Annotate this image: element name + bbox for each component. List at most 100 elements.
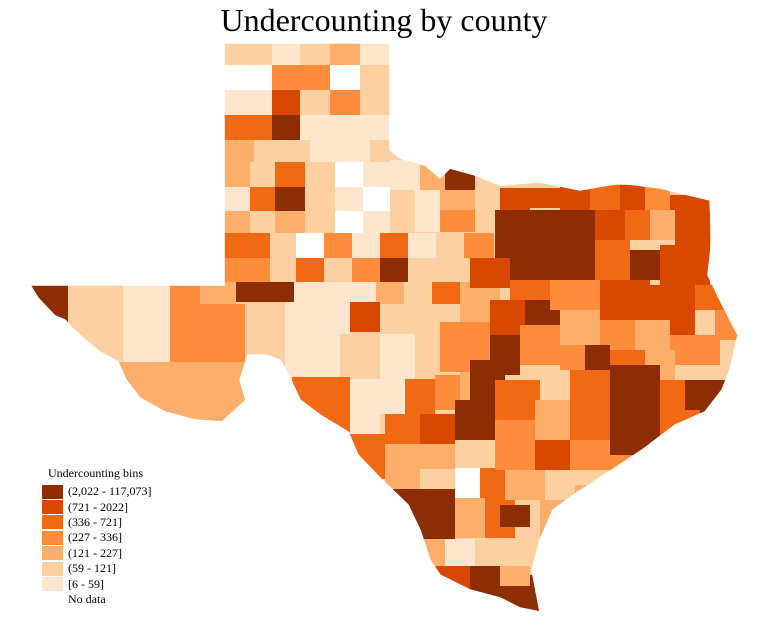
county: [300, 115, 390, 140]
county: [352, 258, 380, 282]
county: [470, 566, 500, 611]
legend-swatch: [42, 561, 63, 576]
legend-swatch: [42, 515, 63, 530]
county: [660, 380, 685, 410]
county: [436, 233, 464, 258]
county: [495, 420, 535, 470]
county: [495, 210, 595, 280]
legend-item: (721 - 2022]: [42, 499, 152, 515]
county: [520, 325, 560, 365]
county: [600, 280, 650, 320]
county: [380, 258, 408, 282]
county: [440, 210, 475, 232]
legend-label: (336 - 721]: [68, 514, 122, 529]
county: [560, 345, 585, 370]
county: [275, 211, 305, 233]
county: [350, 379, 380, 434]
map-legend: Undercounting bins (2,022 - 117,073] (721…: [42, 466, 152, 607]
legend-label: (227 - 336]: [68, 530, 122, 545]
county: [352, 233, 380, 258]
county: [505, 470, 545, 500]
county: [340, 334, 380, 379]
county: [296, 258, 324, 282]
county: [360, 43, 390, 65]
county: [675, 220, 710, 245]
county: [570, 440, 610, 470]
county: [404, 282, 432, 304]
county: [660, 245, 710, 285]
county: [224, 115, 272, 140]
county: [275, 187, 305, 211]
county: [610, 365, 660, 455]
legend-swatch: [42, 592, 63, 607]
county: [200, 304, 245, 364]
county: [300, 43, 330, 65]
county: [224, 233, 270, 258]
county: [470, 258, 510, 288]
county: [292, 377, 350, 432]
county: [635, 320, 670, 350]
county: [420, 444, 455, 469]
county: [335, 187, 363, 211]
county: [370, 140, 390, 162]
county: [570, 370, 610, 400]
county: [324, 233, 352, 258]
county: [324, 258, 352, 282]
county: [405, 379, 435, 414]
county: [590, 185, 620, 210]
county: [305, 162, 335, 187]
county: [480, 468, 505, 498]
county: [510, 280, 550, 300]
county: [385, 414, 420, 444]
legend-item: (227 - 336]: [42, 530, 152, 545]
county: [224, 162, 250, 187]
county: [500, 566, 530, 586]
county: [376, 282, 404, 304]
county: [224, 258, 270, 282]
county: [440, 190, 475, 210]
legend-swatch: [42, 500, 63, 515]
county: [363, 187, 390, 211]
county: [363, 162, 390, 187]
county: [250, 187, 275, 211]
county: [595, 240, 630, 280]
county: [330, 65, 360, 90]
county: [420, 414, 455, 444]
county: [294, 282, 340, 302]
map-title: Undercounting by county: [220, 2, 548, 38]
county: [560, 310, 600, 345]
county: [305, 211, 335, 233]
county: [330, 90, 360, 115]
county: [272, 43, 300, 65]
legend-swatch: [42, 577, 63, 592]
county: [272, 65, 330, 90]
county: [110, 362, 245, 432]
county: [300, 90, 330, 115]
county: [335, 211, 363, 233]
county: [390, 160, 420, 190]
legend-item: (2,022 - 117,073]: [42, 484, 152, 499]
county: [550, 280, 600, 310]
county: [595, 210, 625, 240]
county: [360, 65, 390, 90]
legend-label: (59 - 121]: [68, 561, 116, 576]
county: [224, 43, 272, 65]
county: [695, 285, 738, 310]
county: [545, 470, 575, 490]
county: [363, 211, 390, 233]
county: [350, 302, 380, 332]
legend-label: (2,022 - 117,073]: [68, 484, 152, 499]
county: [455, 468, 480, 498]
county: [360, 90, 390, 115]
county: [270, 258, 296, 282]
county: [660, 410, 700, 440]
county: [350, 434, 385, 479]
county: [245, 302, 285, 357]
county: [455, 498, 485, 538]
county: [455, 400, 495, 440]
legend-swatch: [42, 484, 63, 499]
county: [296, 233, 324, 258]
county: [335, 162, 363, 187]
texas-outline: [28, 42, 739, 613]
county: [410, 304, 440, 334]
